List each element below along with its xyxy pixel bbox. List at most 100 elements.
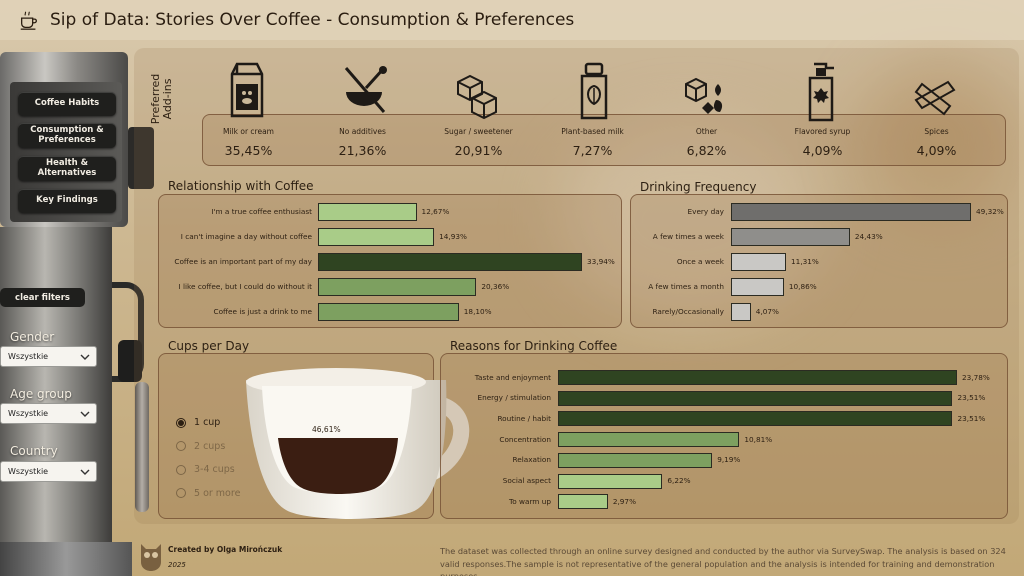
frequency-label: A few times a month [648,282,724,291]
reasons-bar [558,411,953,427]
chevron-down-icon [80,411,90,417]
dataset-note: The dataset was collected through an onl… [440,546,1006,576]
reasons-bar [558,452,713,468]
relationship-bar [318,303,459,321]
reasons-value: 10,81% [744,434,773,444]
reasons-value: 23,78% [962,372,990,382]
addin-name: No additives [339,127,386,136]
frequency-bar [731,278,784,296]
frequency-value: 49,32% [976,207,1004,216]
cups-option[interactable]: 5 or more [176,488,240,499]
reasons-bar [558,494,608,510]
cups-option-label: 1 cup [194,417,221,428]
relationship-label: Coffee is an important part of my day [174,257,312,266]
cups-option[interactable]: 3-4 cups [176,464,235,475]
nav-key-findings-button[interactable]: Key Findings [18,189,116,213]
frequency-title: Drinking Frequency [640,180,757,194]
addin-name: Plant-based milk [561,127,624,136]
addin-name: Milk or cream [223,127,274,136]
frequency-value: 4,07% [755,307,779,316]
relationship-bar [318,253,582,271]
header-bar: Sip of Data: Stories Over Coffee - Consu… [0,0,1024,40]
reasons-label: Energy / stimulation [477,393,551,403]
addins-values-panel [202,114,1006,166]
radio-button-icon[interactable] [176,417,186,428]
clear-filters-button[interactable]: clear filters [0,288,85,307]
nav-consumption-preferences-button[interactable]: Consumption & Preferences [18,123,116,148]
cups-option-label: 3-4 cups [194,464,235,475]
relationship-bar [318,228,435,246]
no-additives-icon [344,66,387,113]
frequency-value: 11,31% [791,257,819,266]
author-credit: Created by Olga Mirończuk [168,545,283,554]
reasons-value: 23,51% [957,413,986,423]
sugar-cubes-icon [457,74,497,120]
frequency-label: Every day [687,207,724,216]
addins-title: Preferred Add-ins [149,73,175,125]
cups-option-label: 2 cups [194,440,226,452]
page-title: Sip of Data: Stories Over Coffee - Consu… [50,10,575,30]
reasons-bar [558,390,953,406]
frequency-label: Rarely/Occasionally [652,307,724,316]
relationship-label: I'm a true coffee enthusiast [211,207,312,216]
addin-value: 21,36% [338,143,387,158]
cups-title: Cups per Day [168,339,250,353]
country-label: Country [10,444,58,458]
radio-button-icon[interactable] [176,488,186,498]
radio-button-icon[interactable] [176,464,186,475]
cups-option[interactable]: 2 cups [176,441,225,452]
gender-value: Wszystkie [8,352,49,361]
reasons-label: Routine / habit [497,413,551,423]
relationship-bar [318,203,417,221]
nav-coffee-habits-button[interactable]: Coffee Habits [18,92,116,116]
frequency-label: Once a week [676,257,724,266]
frequency-bar [731,203,971,221]
gender-label: Gender [10,330,55,344]
relationship-label: I can't imagine a day without coffee [180,232,312,241]
reasons-bar [558,432,740,448]
relationship-label: Coffee is just a drink to me [213,307,312,316]
reasons-label: To warm up [509,496,551,506]
author-year: 2025 [168,561,186,569]
addin-name: Sugar / sweetener [444,127,513,136]
owl-logo-icon [141,544,161,571]
addin-value: 20,91% [454,143,503,158]
relationship-value: 33,94% [587,257,615,266]
reasons-value: 6,22% [667,476,691,485]
reasons-label: Relaxation [512,455,552,465]
relationship-bar [318,278,477,296]
addin-name: Other [695,127,718,136]
country-dropdown[interactable]: Wszystkie [0,461,97,482]
other-icon [685,77,723,114]
relationship-value: 12,67% [421,207,450,216]
relationship-value: 14,93% [439,232,467,241]
coffee-cup-illustration [246,368,470,519]
chevron-down-icon [80,354,90,360]
addin-value: 7,27% [572,143,613,158]
cinnamon-icon [914,80,956,116]
age-group-label: Age group [10,387,72,401]
reasons-bar [558,473,663,489]
reasons-label: Social aspect [502,476,551,485]
radio-button-icon[interactable] [176,441,186,451]
cups-option[interactable]: 1 cup [176,417,220,428]
nav-health-alternatives-button[interactable]: Health & Alternatives [18,156,116,181]
frequency-bar [731,253,787,271]
frequency-value: 24,43% [854,232,883,241]
frequency-value: 10,86% [788,282,817,291]
syrup-bottle-icon [808,62,834,122]
reasons-label: Concentration [499,434,551,444]
gender-dropdown[interactable]: Wszystkie [0,346,97,367]
reasons-title: Reasons for Drinking Coffee [450,339,618,353]
country-value: Wszystkie [8,467,49,476]
age-group-dropdown[interactable]: Wszystkie [0,403,97,424]
chevron-down-icon [80,469,90,475]
frequency-label: A few times a week [652,232,724,241]
frequency-bar [731,228,850,246]
age-group-value: Wszystkie [8,409,49,418]
reasons-label: Taste and enjoyment [474,372,551,382]
addin-name: Spices [924,127,949,136]
addin-value: 4,09% [802,143,843,158]
frequency-bar [731,303,751,321]
milk-carton-icon [230,62,264,118]
